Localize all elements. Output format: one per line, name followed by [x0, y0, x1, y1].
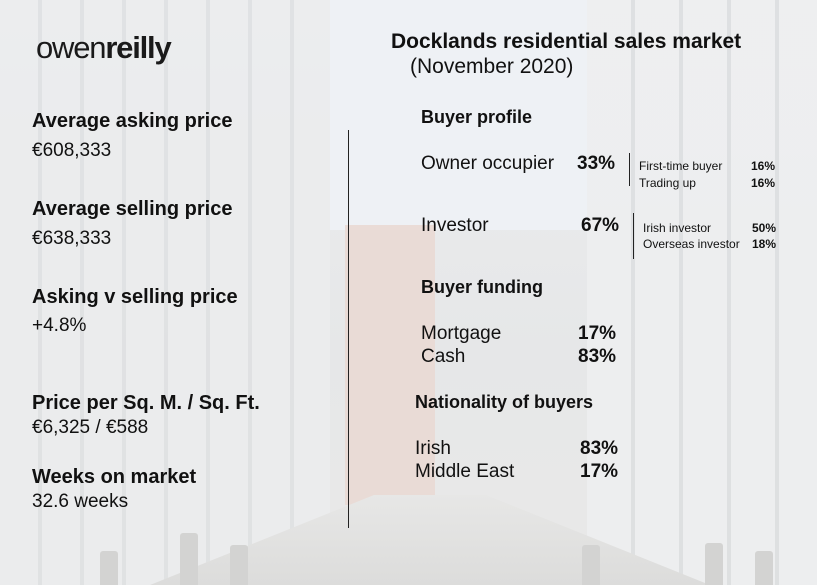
- trading-up-label: Trading up: [639, 176, 696, 190]
- stat-label-price-per-sqm: Price per Sq. M. / Sq. Ft.: [32, 392, 260, 414]
- first-time-buyer-label: First-time buyer: [639, 159, 723, 173]
- middle-east-pct: 17%: [580, 461, 619, 482]
- investor-label: Investor: [421, 215, 489, 236]
- bollard: [180, 533, 198, 585]
- nationality-heading: Nationality of buyers: [415, 392, 594, 412]
- logo-part-reilly: reilly: [105, 30, 171, 65]
- middle-east-label: Middle East: [415, 461, 515, 482]
- sky: [330, 0, 587, 230]
- owner-breakdown-line: [629, 153, 630, 186]
- overseas-investor-label: Overseas investor: [643, 237, 740, 251]
- buyer-profile-heading: Buyer profile: [421, 107, 533, 127]
- buyer-funding-heading: Buyer funding: [421, 277, 543, 297]
- left-building: [0, 0, 330, 585]
- stat-label-selling: Average selling price: [32, 198, 233, 220]
- stat-value-selling: €638,333: [32, 228, 112, 249]
- bollard: [230, 545, 248, 585]
- right-building: [587, 0, 817, 585]
- cash-label: Cash: [421, 346, 466, 367]
- bollard: [100, 551, 118, 585]
- stat-value-asking: €608,333: [32, 140, 112, 161]
- overseas-investor-pct: 18%: [752, 237, 777, 251]
- page-title: Docklands residential sales market: [391, 30, 742, 53]
- brand-logo: owenreilly: [36, 30, 172, 66]
- stat-label-asking: Average asking price: [32, 110, 233, 132]
- mortgage-pct: 17%: [578, 323, 617, 344]
- irish-pct: 83%: [580, 438, 619, 459]
- stat-label-weeks: Weeks on market: [32, 466, 197, 488]
- brick-tower: [345, 225, 435, 505]
- bollard: [705, 543, 723, 585]
- owner-occupier-label: Owner occupier: [421, 153, 555, 174]
- irish-investor-label: Irish investor: [643, 221, 712, 235]
- stat-value-price-per-sqm: €6,325 / €588: [32, 417, 149, 438]
- stat-value-weeks: 32.6 weeks: [32, 491, 129, 512]
- owner-occupier-pct: 33%: [577, 153, 616, 174]
- page-subtitle: (November 2020): [410, 55, 574, 78]
- investor-breakdown-line: [633, 213, 634, 259]
- irish-investor-pct: 50%: [752, 221, 777, 235]
- column-divider: [348, 130, 349, 528]
- stat-value-asking-v-selling: +4.8%: [32, 315, 87, 336]
- bollard: [582, 545, 600, 585]
- logo-part-owen: owen: [36, 30, 107, 65]
- trading-up-pct: 16%: [751, 176, 776, 190]
- irish-label: Irish: [415, 438, 451, 459]
- stat-label-asking-v-selling: Asking v selling price: [32, 286, 238, 308]
- mortgage-label: Mortgage: [421, 323, 502, 344]
- first-time-buyer-pct: 16%: [751, 159, 776, 173]
- bollard: [755, 551, 773, 585]
- investor-pct: 67%: [581, 215, 620, 236]
- cash-pct: 83%: [578, 346, 617, 367]
